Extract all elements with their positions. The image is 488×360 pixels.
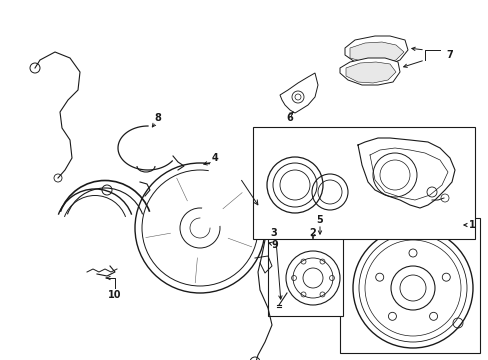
- Bar: [339, 218, 479, 353]
- Text: 2: 2: [309, 228, 316, 238]
- Polygon shape: [349, 42, 403, 63]
- Text: 3: 3: [270, 228, 277, 238]
- Polygon shape: [339, 58, 399, 85]
- Text: 4: 4: [211, 153, 218, 163]
- Text: 7: 7: [446, 50, 452, 60]
- Text: 5: 5: [316, 215, 323, 225]
- Polygon shape: [280, 73, 317, 113]
- Text: 10: 10: [108, 290, 122, 300]
- Bar: [252, 127, 474, 239]
- Bar: [267, 238, 342, 316]
- Polygon shape: [346, 62, 395, 83]
- Wedge shape: [200, 163, 264, 228]
- Text: 1: 1: [468, 220, 474, 230]
- Text: 6: 6: [286, 113, 293, 123]
- Text: 9: 9: [271, 240, 278, 250]
- Text: 8: 8: [154, 113, 161, 123]
- Polygon shape: [345, 36, 407, 65]
